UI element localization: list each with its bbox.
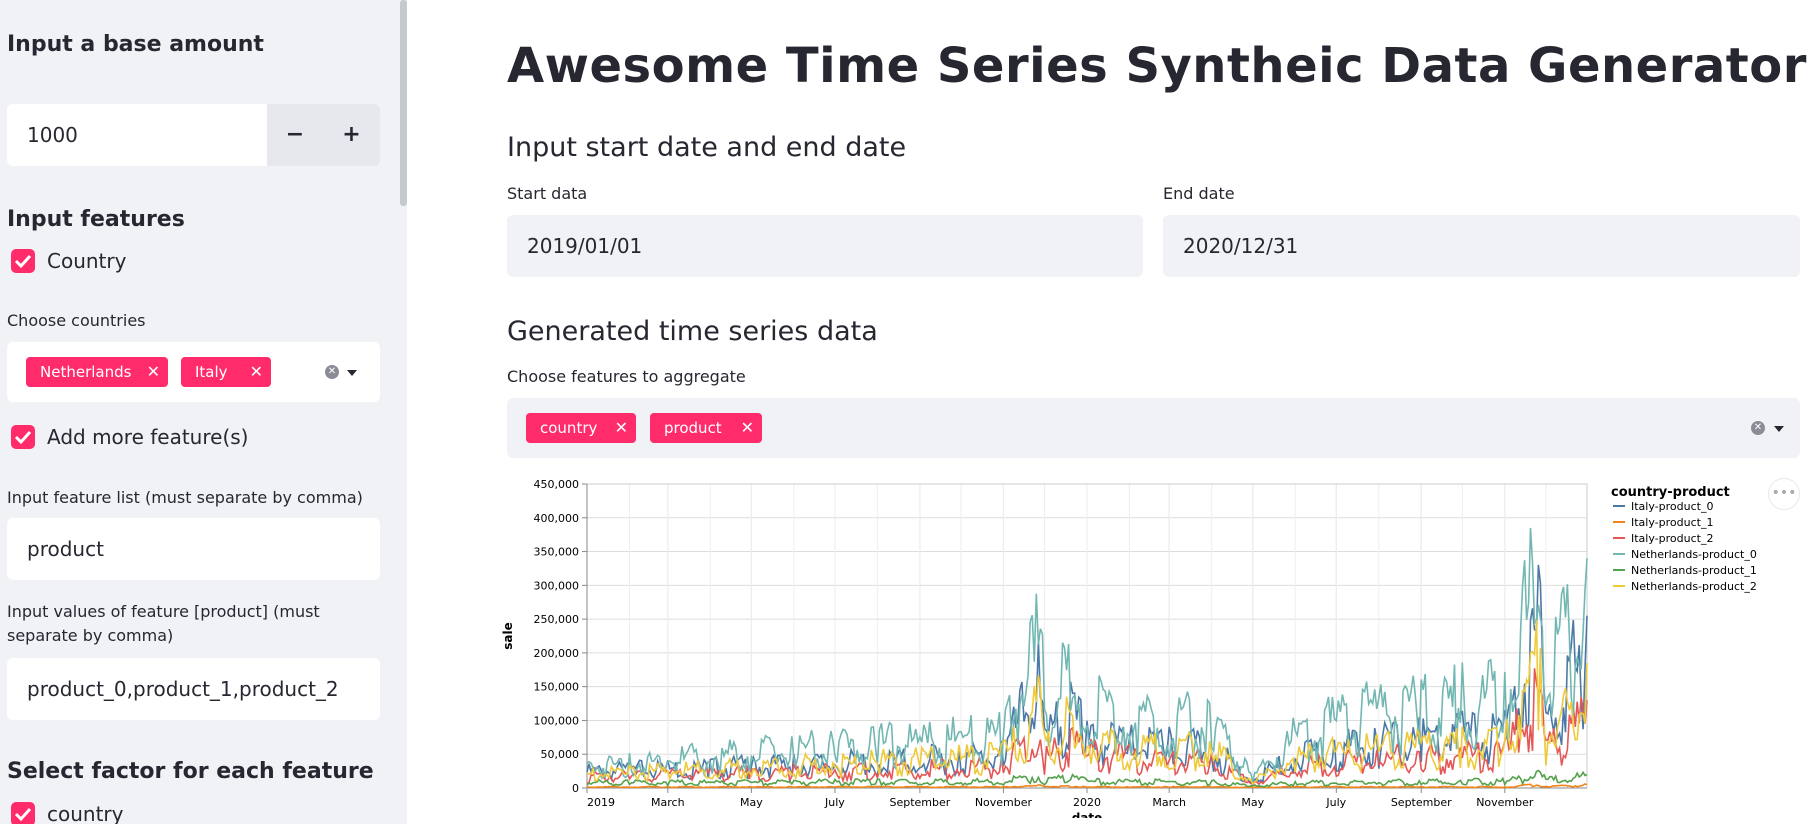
country-checkbox-label: Country: [47, 249, 127, 273]
x-tick-label: March: [1152, 796, 1186, 809]
clear-all-icon[interactable]: ✕: [325, 365, 339, 379]
sidebar-scrollbar[interactable]: [400, 0, 407, 206]
x-tick-label: 2020: [1073, 796, 1101, 809]
tag-label: product: [664, 419, 722, 437]
y-tick-label: 150,000: [534, 681, 580, 694]
base-amount-heading: Input a base amount: [7, 32, 264, 57]
country-tag-netherlands[interactable]: Netherlands ✕: [26, 357, 168, 387]
tag-label: country: [540, 419, 598, 437]
y-tick-label: 0: [572, 782, 579, 795]
sales-line-chart[interactable]: 0 50,000 100,000 150,000 200,000 250,000 300,0…: [500, 478, 1800, 818]
y-tick-label: 100,000: [534, 714, 580, 727]
main-content: Awesome Time Series Syntheic Data Genera…: [407, 0, 1810, 824]
check-icon: [14, 807, 32, 822]
feature-values-label: Input values of feature [product] (must …: [7, 602, 320, 645]
y-tick-label: 450,000: [534, 478, 580, 491]
x-tick-label: May: [1241, 796, 1264, 809]
series-line-Netherlands-product_2: [586, 620, 1588, 785]
x-tick-label: March: [651, 796, 685, 809]
start-date-input[interactable]: 2019/01/01: [507, 215, 1143, 277]
choose-countries-label: Choose countries: [7, 311, 146, 330]
feature-list-label: Input feature list (must separate by com…: [7, 488, 363, 507]
x-tick-label: May: [740, 796, 763, 809]
start-date-label: Start data: [507, 184, 588, 203]
countries-multiselect[interactable]: Netherlands ✕ Italy ✕ ✕: [7, 342, 380, 402]
x-tick-label: November: [975, 796, 1033, 809]
y-tick-label: 200,000: [534, 647, 580, 660]
country-tag-italy[interactable]: Italy ✕: [181, 357, 271, 387]
series-line-Netherlands-product_1: [586, 769, 1588, 788]
generated-heading: Generated time series data: [507, 316, 878, 347]
y-axis-title: sale: [501, 622, 515, 650]
y-tick-label: 300,000: [534, 579, 580, 592]
base-amount-input[interactable]: 1000: [7, 104, 267, 166]
more-options-icon[interactable]: •••: [1768, 478, 1800, 510]
x-tick-label: 2019: [587, 796, 615, 809]
page-title: Awesome Time Series Syntheic Data Genera…: [507, 38, 1807, 94]
factor-country-label: country: [47, 802, 124, 824]
series-line-Netherlands-product_0: [586, 527, 1588, 782]
add-more-checkbox-label: Add more feature(s): [47, 425, 249, 449]
factor-country-checkbox[interactable]: [11, 802, 35, 824]
x-tick-label: July: [1325, 796, 1346, 809]
aggregate-multiselect[interactable]: country ✕ product ✕ ✕: [507, 398, 1800, 458]
y-tick-label: 50,000: [541, 748, 580, 761]
aggregate-tag-country[interactable]: country ✕: [526, 413, 636, 443]
add-more-checkbox[interactable]: [11, 425, 35, 449]
legend-item-label: Italy-product_0: [1631, 500, 1713, 513]
x-tick-label: July: [824, 796, 845, 809]
increment-button[interactable]: +: [323, 104, 380, 166]
factor-heading: Select factor for each feature: [7, 759, 374, 784]
remove-tag-icon[interactable]: ✕: [740, 418, 754, 437]
tag-label: Italy: [195, 363, 228, 381]
legend-item-label: Italy-product_1: [1631, 516, 1713, 529]
remove-tag-icon[interactable]: ✕: [146, 362, 160, 381]
check-icon: [14, 430, 32, 445]
sidebar: Input a base amount 1000 − + Input featu…: [0, 0, 407, 824]
end-date-input[interactable]: 2020/12/31: [1163, 215, 1800, 277]
x-axis-title: date: [1072, 811, 1103, 818]
legend-item-label: Italy-product_2: [1631, 532, 1713, 545]
feature-values-input[interactable]: product_0,product_1,product_2: [7, 658, 380, 720]
series-line-Italy-product_1: [586, 783, 1588, 789]
aggregate-tag-product[interactable]: product ✕: [650, 413, 762, 443]
legend-item-label: Netherlands-product_2: [1631, 580, 1757, 593]
tag-label: Netherlands: [40, 363, 132, 381]
x-tick-label: September: [1391, 796, 1452, 809]
y-tick-label: 250,000: [534, 613, 580, 626]
check-icon: [14, 254, 32, 269]
chevron-down-icon[interactable]: [347, 370, 357, 376]
decrement-button[interactable]: −: [267, 104, 323, 166]
feature-list-input[interactable]: product: [7, 518, 380, 580]
remove-tag-icon[interactable]: ✕: [614, 418, 628, 437]
x-tick-label: September: [889, 796, 950, 809]
chevron-down-icon[interactable]: [1774, 426, 1784, 432]
clear-all-icon[interactable]: ✕: [1751, 421, 1765, 435]
remove-tag-icon[interactable]: ✕: [249, 362, 263, 381]
aggregate-label: Choose features to aggregate: [507, 367, 746, 386]
country-checkbox[interactable]: [11, 249, 35, 273]
legend-item-label: Netherlands-product_1: [1631, 564, 1757, 577]
y-tick-label: 350,000: [534, 546, 580, 559]
features-heading: Input features: [7, 207, 185, 232]
legend-item-label: Netherlands-product_0: [1631, 548, 1757, 561]
legend-title: country-product: [1611, 485, 1730, 500]
y-tick-label: 400,000: [534, 512, 580, 525]
date-heading: Input start date and end date: [507, 132, 907, 163]
end-date-label: End date: [1163, 184, 1235, 203]
x-tick-label: November: [1476, 796, 1534, 809]
base-amount-stepper: 1000 − +: [7, 104, 380, 166]
